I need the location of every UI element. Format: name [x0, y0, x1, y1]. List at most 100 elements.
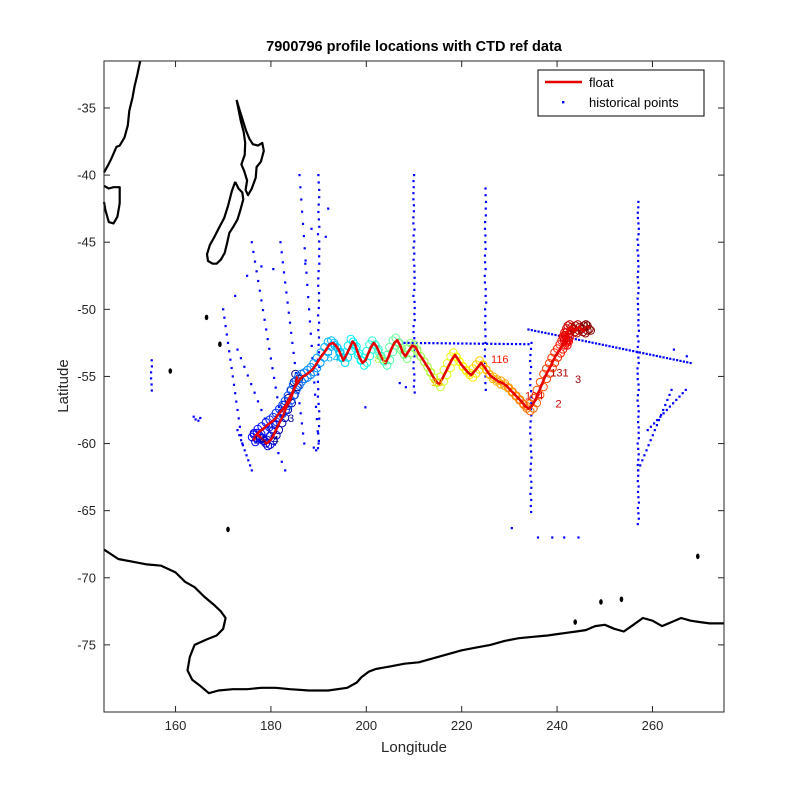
historical-point: [150, 371, 152, 373]
profile-number-label: 131: [550, 367, 568, 379]
historical-point: [413, 337, 415, 339]
historical-point: [441, 342, 443, 344]
historical-point: [412, 222, 414, 224]
historical-point: [252, 251, 254, 253]
historical-point: [277, 452, 279, 454]
historical-point: [485, 268, 487, 270]
historical-point: [251, 241, 253, 243]
historical-point: [484, 228, 486, 230]
historical-point: [414, 391, 416, 393]
historical-point: [291, 342, 293, 344]
historical-point: [637, 421, 639, 423]
historical-point: [637, 459, 639, 461]
historical-point: [413, 253, 415, 255]
historical-point: [485, 295, 487, 297]
historical-point: [686, 361, 688, 363]
historical-point: [315, 406, 317, 408]
historical-point: [247, 459, 249, 461]
historical-point: [251, 469, 253, 471]
historical-point: [325, 236, 327, 238]
historical-point: [486, 343, 488, 345]
historical-point: [193, 416, 195, 418]
historical-point: [646, 353, 648, 355]
historical-point: [414, 277, 416, 279]
historical-point: [301, 422, 303, 424]
historical-point: [317, 447, 319, 449]
small-island: [226, 527, 230, 533]
historical-point: [637, 378, 639, 380]
historical-point: [315, 449, 317, 451]
historical-point: [413, 259, 415, 261]
historical-point: [260, 265, 262, 267]
historical-point: [531, 329, 533, 331]
historical-point: [236, 429, 238, 431]
historical-point: [484, 322, 486, 324]
historical-point: [412, 180, 414, 182]
historical-point: [304, 263, 306, 265]
historical-point: [309, 320, 311, 322]
historical-point: [413, 313, 415, 315]
historical-point: [530, 457, 532, 459]
historical-point: [554, 334, 556, 336]
historical-point: [412, 295, 414, 297]
historical-point: [318, 270, 320, 272]
historical-point: [364, 406, 366, 408]
historical-point: [636, 238, 638, 240]
historical-point: [637, 298, 639, 300]
historical-point: [639, 351, 641, 353]
profile-number-label: 4: [273, 435, 279, 447]
historical-point: [293, 352, 295, 354]
historical-point: [308, 308, 310, 310]
historical-point: [530, 445, 532, 447]
historical-point: [652, 434, 654, 436]
historical-point: [260, 299, 262, 301]
historical-point: [645, 449, 647, 451]
historical-point: [669, 358, 671, 360]
historical-point: [485, 288, 487, 290]
historical-point: [523, 343, 525, 345]
historical-point: [273, 377, 275, 379]
historical-point: [638, 330, 640, 332]
small-island: [696, 553, 700, 559]
historical-point: [484, 355, 486, 357]
historical-point: [282, 261, 284, 263]
historical-point: [413, 271, 415, 273]
historical-point: [484, 187, 486, 189]
historical-point: [530, 511, 532, 513]
historical-point: [283, 271, 285, 273]
historical-point: [637, 212, 639, 214]
historical-point: [232, 375, 234, 377]
historical-point: [585, 340, 587, 342]
historical-point: [453, 342, 455, 344]
historical-point: [227, 342, 229, 344]
historical-point: [637, 281, 639, 283]
historical-point: [484, 275, 486, 277]
historical-point: [530, 366, 532, 368]
y-tick-label: -65: [77, 503, 96, 518]
historical-point: [659, 416, 661, 418]
y-tick-label: -75: [77, 637, 96, 652]
historical-point: [637, 496, 639, 498]
historical-point: [484, 221, 486, 223]
y-tick-label: -45: [77, 235, 96, 250]
historical-point: [226, 333, 228, 335]
historical-point: [638, 502, 640, 504]
historical-point: [449, 342, 451, 344]
profile-number-label: 54: [327, 353, 339, 365]
historical-point: [632, 350, 634, 352]
historical-point: [414, 319, 416, 321]
historical-point: [318, 418, 320, 420]
historical-point: [236, 349, 238, 351]
historical-point: [281, 461, 283, 463]
historical-point: [530, 505, 532, 507]
historical-point: [636, 351, 638, 353]
historical-point: [299, 186, 301, 188]
historical-point: [265, 328, 267, 330]
historical-point: [637, 206, 639, 208]
historical-point: [318, 240, 320, 242]
historical-point: [529, 475, 531, 477]
legend: float historical points: [538, 70, 704, 116]
x-tick-label: 240: [546, 718, 568, 733]
historical-point: [575, 338, 577, 340]
historical-point: [318, 196, 320, 198]
